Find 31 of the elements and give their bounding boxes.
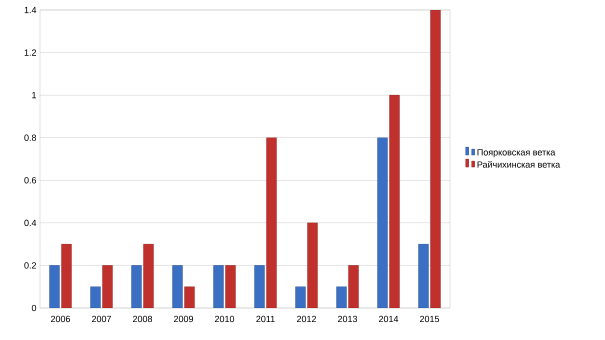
x-tick-label: 2007 bbox=[92, 316, 112, 322]
y-tick-label: 0 bbox=[32, 304, 36, 312]
legend-label: Райчихинская ветка bbox=[478, 160, 560, 168]
bar bbox=[430, 10, 441, 308]
x-tick-label: 2008 bbox=[132, 316, 152, 322]
y-tick-label: 1 bbox=[32, 92, 36, 98]
bar bbox=[377, 138, 388, 308]
bar bbox=[102, 265, 113, 308]
y-tick-label: 0.6 bbox=[24, 177, 36, 184]
legend-label: Поярковская ветка bbox=[478, 149, 556, 158]
y-tick-label: 1.4 bbox=[24, 6, 36, 14]
bar bbox=[184, 286, 195, 308]
x-tick-label: 2014 bbox=[378, 316, 398, 322]
x-tick-label: 2012 bbox=[296, 316, 316, 322]
y-tick-label: 0.2 bbox=[24, 262, 36, 269]
x-tick-label: 2013 bbox=[338, 316, 358, 322]
y-tick-label: 0.8 bbox=[24, 134, 36, 141]
bar bbox=[307, 222, 318, 308]
x-tick-label: 2010 bbox=[214, 316, 234, 322]
x-tick-label: 2006 bbox=[50, 316, 70, 322]
bar bbox=[225, 265, 236, 308]
x-tick-label: 2011 bbox=[256, 316, 275, 322]
bar bbox=[143, 244, 154, 308]
bar bbox=[389, 94, 400, 308]
bar bbox=[348, 265, 359, 308]
bar bbox=[61, 244, 72, 308]
x-tick-label: 2009 bbox=[174, 316, 194, 322]
x-tick-label: 2015 bbox=[420, 316, 440, 322]
y-tick-label: 1.2 bbox=[24, 49, 36, 56]
y-tick-label: 0.4 bbox=[24, 220, 36, 226]
bar bbox=[266, 138, 277, 308]
